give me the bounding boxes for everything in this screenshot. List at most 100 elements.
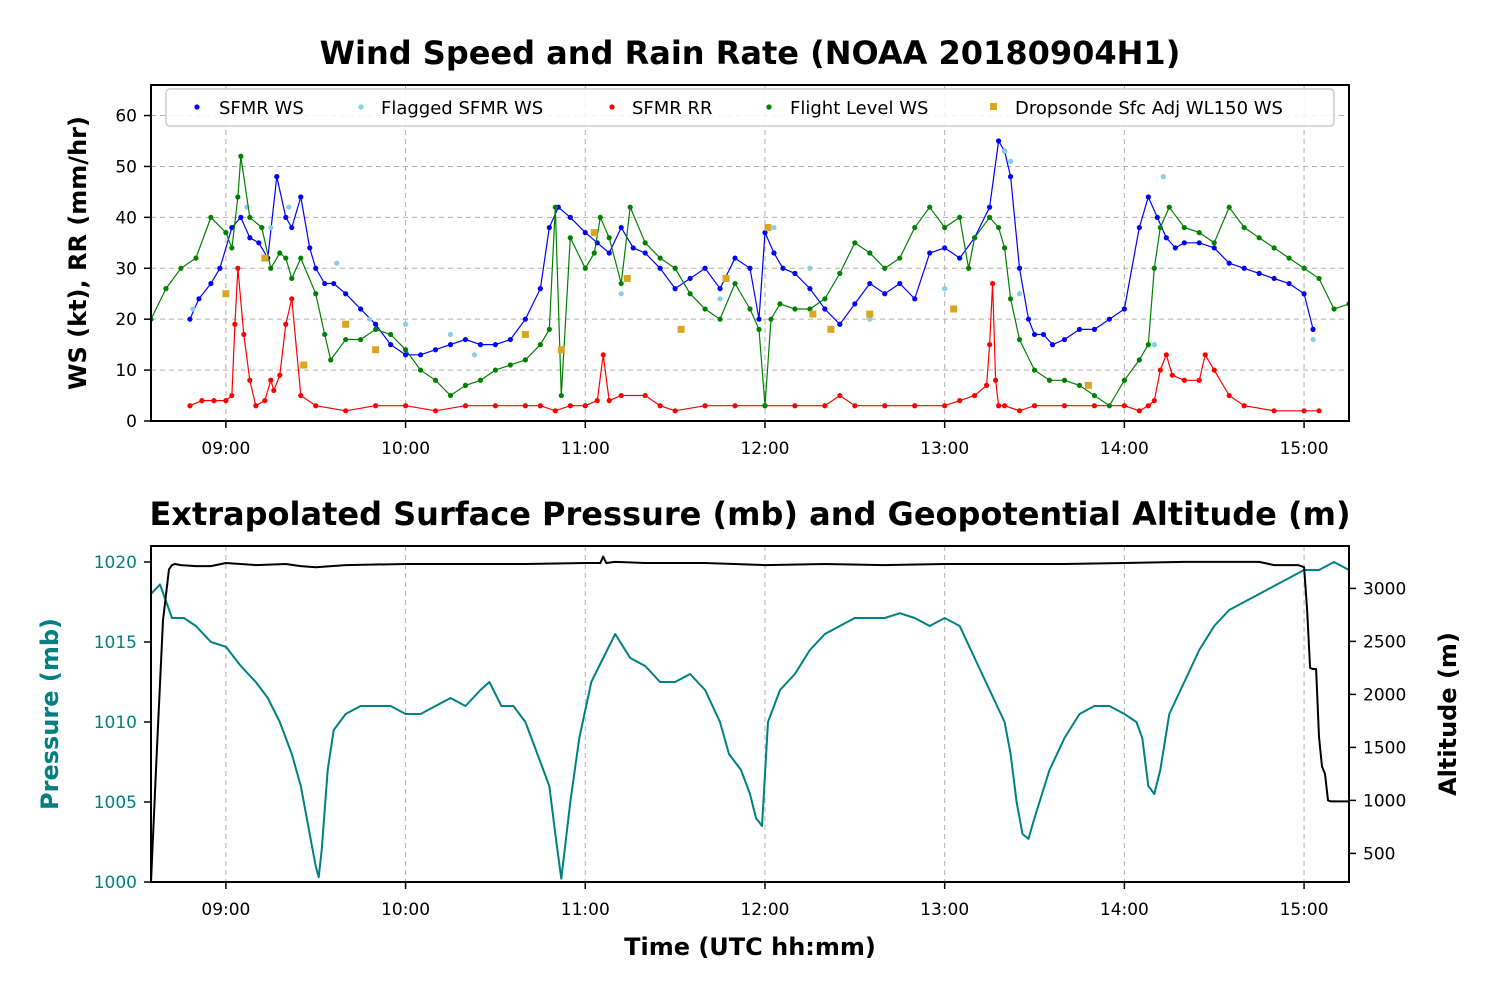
- data-point-flight-level-ws: [417, 367, 424, 373]
- data-point-flight-level-ws: [912, 224, 918, 231]
- top-x-tick-label: 10:00: [381, 439, 430, 459]
- data-point-sfmr-ws: [1172, 245, 1178, 251]
- data-point-flight-level-ws: [756, 326, 762, 332]
- data-point-sfmr-ws: [462, 336, 469, 343]
- data-point-sfmr-ws: [1121, 306, 1127, 312]
- data-point-sfmr-ws: [492, 342, 499, 348]
- data-point-flight-level-ws: [208, 214, 214, 220]
- data-point-dropsonde-sfc-adj-wl150-ws: [809, 310, 817, 318]
- data-point-sfmr-rr: [462, 403, 469, 409]
- data-point-flight-level-ws: [837, 270, 843, 276]
- data-point-sfmr-ws: [343, 291, 349, 297]
- data-point-sfmr-ws: [388, 342, 394, 348]
- data-point-flagged-sfmr-ws: [1007, 158, 1014, 164]
- bottom-plot-area: 1000 1005 1010 1015 1020 500 1000 1500 2000 2500…: [94, 545, 1406, 920]
- data-point-sfmr-rr: [642, 392, 648, 399]
- data-point-sfmr-ws: [1049, 342, 1056, 348]
- data-point-sfmr-rr: [1169, 372, 1175, 378]
- data-point-flagged-sfmr-ws: [1151, 342, 1157, 348]
- data-point-sfmr-ws: [1106, 316, 1112, 322]
- data-point-sfmr-rr: [1091, 403, 1098, 409]
- data-point-flight-level-ws: [882, 265, 888, 271]
- data-point-sfmr-rr: [1001, 403, 1008, 409]
- data-point-flight-level-ws: [717, 316, 723, 322]
- legend-marker-sfmr-ws: [194, 104, 200, 110]
- data-point-flight-level-ws: [1166, 204, 1172, 210]
- data-point-flight-level-ws: [178, 265, 184, 271]
- series-flagged-sfmr-ws: [190, 148, 1316, 358]
- data-point-dropsonde-sfc-adj-wl150-ws: [261, 254, 269, 262]
- data-point-flight-level-ws: [313, 291, 319, 297]
- data-point-sfmr-rr: [822, 403, 828, 409]
- data-point-flagged-sfmr-ws: [1310, 336, 1316, 343]
- legend-entry-sfmr-rr: SFMR RR: [609, 98, 713, 119]
- bottom-axes-frame: [150, 545, 1350, 883]
- data-point-sfmr-ws: [507, 336, 513, 343]
- data-point-sfmr-rr: [1031, 403, 1038, 409]
- data-point-sfmr-ws: [822, 306, 828, 312]
- data-point-flight-level-ws: [298, 255, 304, 261]
- bottom-x-tick-label: 12:00: [740, 900, 789, 920]
- data-point-sfmr-rr: [792, 403, 798, 409]
- data-point-flight-level-ws: [1271, 245, 1277, 251]
- series-line-altitude: [151, 555, 1349, 882]
- bottom-x-tick-label: 11:00: [561, 900, 610, 920]
- data-point-sfmr-rr: [432, 408, 439, 414]
- data-point-flight-level-ws: [957, 214, 963, 220]
- data-point-flight-level-ws: [995, 224, 1002, 231]
- data-point-flight-level-ws: [927, 204, 933, 210]
- data-point-flagged-sfmr-ws: [807, 265, 813, 271]
- data-point-sfmr-ws: [995, 138, 1002, 144]
- top-y-ticks: 0 10 20 30 40 50 60: [115, 107, 151, 432]
- data-point-dropsonde-sfc-adj-wl150-ws: [677, 325, 685, 333]
- data-point-sfmr-rr: [247, 377, 253, 383]
- chart-title-top: Wind Speed and Rain Rate (NOAA 20180904H…: [320, 34, 1181, 72]
- data-point-flight-level-ws: [597, 214, 603, 220]
- top-x-tick-label: 15:00: [1280, 439, 1329, 459]
- legend-box: [165, 88, 1335, 127]
- data-point-flagged-sfmr-ws: [402, 321, 409, 327]
- bottom-y-tick-label-left: 1010: [94, 713, 137, 733]
- data-point-sfmr-ws: [373, 321, 379, 327]
- data-point-flight-level-ws: [277, 250, 283, 256]
- data-point-sfmr-ws: [1211, 245, 1217, 251]
- data-point-flight-level-ws: [447, 392, 454, 399]
- data-point-sfmr-ws: [1310, 326, 1316, 332]
- data-point-sfmr-rr: [271, 387, 277, 394]
- data-point-sfmr-rr: [402, 403, 409, 409]
- data-point-flight-level-ws: [1061, 377, 1068, 383]
- top-y-tick-label: 20: [115, 310, 137, 330]
- bottom-y-ticks-right: 500 1000 1500 2000 2500 3000: [1349, 579, 1406, 864]
- data-point-flight-level-ws: [1046, 377, 1053, 383]
- data-point-sfmr-rr: [1145, 403, 1151, 409]
- bottom-y-tick-label-right: 1500: [1363, 738, 1406, 758]
- data-point-sfmr-rr: [277, 372, 283, 378]
- data-point-sfmr-rr: [241, 331, 247, 338]
- data-point-flagged-sfmr-ws: [942, 286, 948, 292]
- legend-entry-dropsonde: Dropsonde Sfc Adj WL150 WS: [990, 98, 1283, 119]
- data-point-sfmr-ws: [208, 280, 214, 287]
- data-point-flagged-sfmr-ws: [717, 296, 723, 302]
- data-point-flight-level-ws: [702, 306, 708, 312]
- data-point-flight-level-ws: [657, 255, 663, 261]
- data-point-flight-level-ws: [1007, 296, 1014, 302]
- data-point-flagged-sfmr-ws: [367, 316, 373, 322]
- data-point-dropsonde-sfc-adj-wl150-ws: [342, 320, 350, 328]
- data-point-sfmr-rr: [1016, 408, 1023, 414]
- data-point-flight-level-ws: [1016, 336, 1023, 343]
- data-point-sfmr-ws: [732, 255, 738, 261]
- top-plot-area: 0 10 20 30 40 50 60 09:00 10:00 11:00 12:00 13:00 1…: [115, 84, 1350, 459]
- legend-entry-flight-level-ws: Flight Level WS: [766, 98, 928, 119]
- data-point-flight-level-ws: [1091, 392, 1098, 399]
- data-point-flagged-sfmr-ws: [1016, 291, 1023, 297]
- data-point-sfmr-rr: [567, 403, 573, 409]
- top-y-axis-label: WS (kt), RR (mm/hr): [64, 116, 92, 390]
- data-point-dropsonde-sfc-adj-wl150-ws: [764, 224, 772, 232]
- data-point-sfmr-ws: [1163, 235, 1169, 241]
- legend-marker-dropsonde: [990, 103, 997, 110]
- data-point-flight-level-ws: [235, 194, 241, 200]
- data-point-sfmr-rr: [229, 392, 235, 399]
- legend-marker-flagged-sfmr-ws: [358, 104, 364, 110]
- data-point-sfmr-ws: [1040, 331, 1047, 338]
- data-point-sfmr-rr: [972, 392, 978, 399]
